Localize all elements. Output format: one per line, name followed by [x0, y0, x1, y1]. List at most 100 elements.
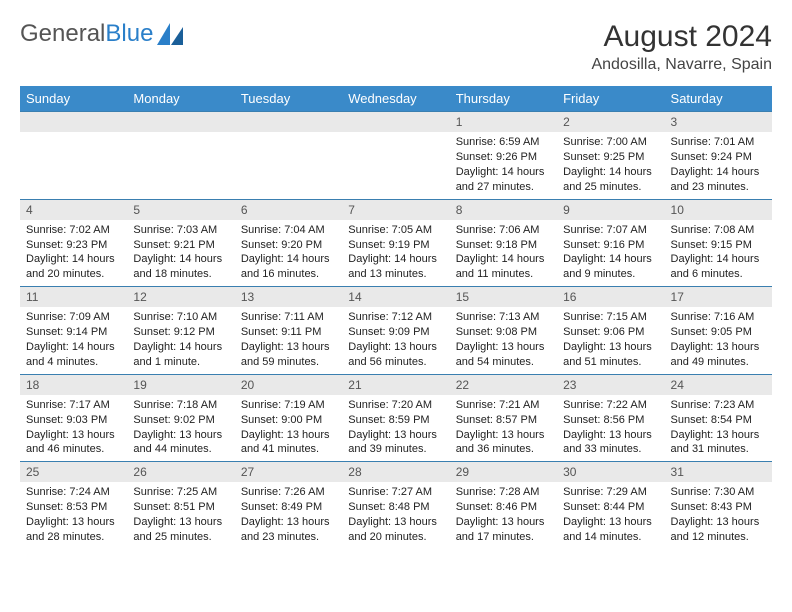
day-number: 3 [665, 112, 772, 132]
sunrise-line: Sunrise: 7:15 AM [563, 310, 658, 325]
sunset-line: Sunset: 9:05 PM [671, 325, 766, 340]
day-details: Sunrise: 6:59 AMSunset: 9:26 PMDaylight:… [450, 132, 557, 198]
weekday-header: Thursday [450, 86, 557, 112]
day-number: 6 [235, 200, 342, 220]
calendar-cell: 27Sunrise: 7:26 AMSunset: 8:49 PMDayligh… [235, 462, 342, 549]
day-details: Sunrise: 7:07 AMSunset: 9:16 PMDaylight:… [557, 220, 664, 286]
daylight-line: Daylight: 13 hours and 33 minutes. [563, 428, 658, 458]
calendar-cell: 11Sunrise: 7:09 AMSunset: 9:14 PMDayligh… [20, 287, 127, 375]
sunset-line: Sunset: 8:44 PM [563, 500, 658, 515]
sunset-line: Sunset: 9:06 PM [563, 325, 658, 340]
logo-text-blue: Blue [105, 20, 153, 48]
day-number: 22 [450, 375, 557, 395]
day-number: 10 [665, 200, 772, 220]
day-details [127, 132, 234, 139]
day-details: Sunrise: 7:29 AMSunset: 8:44 PMDaylight:… [557, 482, 664, 548]
calendar-row: 25Sunrise: 7:24 AMSunset: 8:53 PMDayligh… [20, 462, 772, 549]
sunset-line: Sunset: 9:18 PM [456, 238, 551, 253]
day-number: 7 [342, 200, 449, 220]
sunrise-line: Sunrise: 6:59 AM [456, 135, 551, 150]
day-number: 26 [127, 462, 234, 482]
sunrise-line: Sunrise: 7:28 AM [456, 485, 551, 500]
calendar-cell: 31Sunrise: 7:30 AMSunset: 8:43 PMDayligh… [665, 462, 772, 549]
weekday-header: Monday [127, 86, 234, 112]
daylight-line: Daylight: 14 hours and 13 minutes. [348, 252, 443, 282]
day-number: 29 [450, 462, 557, 482]
day-number: 21 [342, 375, 449, 395]
day-number: 2 [557, 112, 664, 132]
daylight-line: Daylight: 14 hours and 18 minutes. [133, 252, 228, 282]
day-details: Sunrise: 7:05 AMSunset: 9:19 PMDaylight:… [342, 220, 449, 286]
day-details: Sunrise: 7:08 AMSunset: 9:15 PMDaylight:… [665, 220, 772, 286]
calendar-cell: 24Sunrise: 7:23 AMSunset: 8:54 PMDayligh… [665, 374, 772, 462]
day-details [20, 132, 127, 139]
sunset-line: Sunset: 8:56 PM [563, 413, 658, 428]
daylight-line: Daylight: 13 hours and 12 minutes. [671, 515, 766, 545]
day-number: 28 [342, 462, 449, 482]
sunrise-line: Sunrise: 7:24 AM [26, 485, 121, 500]
weekday-header: Saturday [665, 86, 772, 112]
daylight-line: Daylight: 13 hours and 51 minutes. [563, 340, 658, 370]
sunset-line: Sunset: 9:19 PM [348, 238, 443, 253]
day-details: Sunrise: 7:26 AMSunset: 8:49 PMDaylight:… [235, 482, 342, 548]
sunrise-line: Sunrise: 7:30 AM [671, 485, 766, 500]
calendar-cell: 1Sunrise: 6:59 AMSunset: 9:26 PMDaylight… [450, 112, 557, 200]
sunset-line: Sunset: 9:26 PM [456, 150, 551, 165]
day-number: 8 [450, 200, 557, 220]
day-details: Sunrise: 7:22 AMSunset: 8:56 PMDaylight:… [557, 395, 664, 461]
day-number: 27 [235, 462, 342, 482]
day-number: 23 [557, 375, 664, 395]
daylight-line: Daylight: 13 hours and 23 minutes. [241, 515, 336, 545]
day-details: Sunrise: 7:17 AMSunset: 9:03 PMDaylight:… [20, 395, 127, 461]
day-details: Sunrise: 7:13 AMSunset: 9:08 PMDaylight:… [450, 307, 557, 373]
day-details: Sunrise: 7:18 AMSunset: 9:02 PMDaylight:… [127, 395, 234, 461]
day-number: 1 [450, 112, 557, 132]
location: Andosilla, Navarre, Spain [591, 56, 772, 74]
weekday-header: Sunday [20, 86, 127, 112]
calendar-cell: 26Sunrise: 7:25 AMSunset: 8:51 PMDayligh… [127, 462, 234, 549]
daylight-line: Daylight: 13 hours and 41 minutes. [241, 428, 336, 458]
sunrise-line: Sunrise: 7:26 AM [241, 485, 336, 500]
day-number: 19 [127, 375, 234, 395]
sunset-line: Sunset: 9:08 PM [456, 325, 551, 340]
calendar-cell: 15Sunrise: 7:13 AMSunset: 9:08 PMDayligh… [450, 287, 557, 375]
sunrise-line: Sunrise: 7:18 AM [133, 398, 228, 413]
daylight-line: Daylight: 13 hours and 20 minutes. [348, 515, 443, 545]
sunrise-line: Sunrise: 7:10 AM [133, 310, 228, 325]
sunrise-line: Sunrise: 7:08 AM [671, 223, 766, 238]
day-number: 11 [20, 287, 127, 307]
daylight-line: Daylight: 13 hours and 49 minutes. [671, 340, 766, 370]
sunrise-line: Sunrise: 7:13 AM [456, 310, 551, 325]
day-number: 12 [127, 287, 234, 307]
day-number: 17 [665, 287, 772, 307]
day-details: Sunrise: 7:23 AMSunset: 8:54 PMDaylight:… [665, 395, 772, 461]
weekday-header: Friday [557, 86, 664, 112]
day-details: Sunrise: 7:00 AMSunset: 9:25 PMDaylight:… [557, 132, 664, 198]
sunset-line: Sunset: 9:25 PM [563, 150, 658, 165]
sunset-line: Sunset: 9:24 PM [671, 150, 766, 165]
sunset-line: Sunset: 9:09 PM [348, 325, 443, 340]
daylight-line: Daylight: 14 hours and 23 minutes. [671, 165, 766, 195]
daylight-line: Daylight: 14 hours and 4 minutes. [26, 340, 121, 370]
sunset-line: Sunset: 9:14 PM [26, 325, 121, 340]
title-block: August 2024 Andosilla, Navarre, Spain [591, 20, 772, 74]
daylight-line: Daylight: 13 hours and 56 minutes. [348, 340, 443, 370]
sunset-line: Sunset: 8:57 PM [456, 413, 551, 428]
daylight-line: Daylight: 14 hours and 1 minute. [133, 340, 228, 370]
daylight-line: Daylight: 13 hours and 31 minutes. [671, 428, 766, 458]
daylight-line: Daylight: 13 hours and 28 minutes. [26, 515, 121, 545]
calendar-cell: 30Sunrise: 7:29 AMSunset: 8:44 PMDayligh… [557, 462, 664, 549]
daylight-line: Daylight: 14 hours and 9 minutes. [563, 252, 658, 282]
daylight-line: Daylight: 14 hours and 16 minutes. [241, 252, 336, 282]
day-details: Sunrise: 7:11 AMSunset: 9:11 PMDaylight:… [235, 307, 342, 373]
day-details: Sunrise: 7:19 AMSunset: 9:00 PMDaylight:… [235, 395, 342, 461]
daylight-line: Daylight: 13 hours and 17 minutes. [456, 515, 551, 545]
day-details: Sunrise: 7:04 AMSunset: 9:20 PMDaylight:… [235, 220, 342, 286]
sunrise-line: Sunrise: 7:17 AM [26, 398, 121, 413]
calendar-cell: 5Sunrise: 7:03 AMSunset: 9:21 PMDaylight… [127, 199, 234, 287]
sunrise-line: Sunrise: 7:03 AM [133, 223, 228, 238]
weekday-header-row: SundayMondayTuesdayWednesdayThursdayFrid… [20, 86, 772, 112]
calendar-cell: 9Sunrise: 7:07 AMSunset: 9:16 PMDaylight… [557, 199, 664, 287]
calendar-cell: 14Sunrise: 7:12 AMSunset: 9:09 PMDayligh… [342, 287, 449, 375]
calendar-cell-empty [342, 112, 449, 200]
